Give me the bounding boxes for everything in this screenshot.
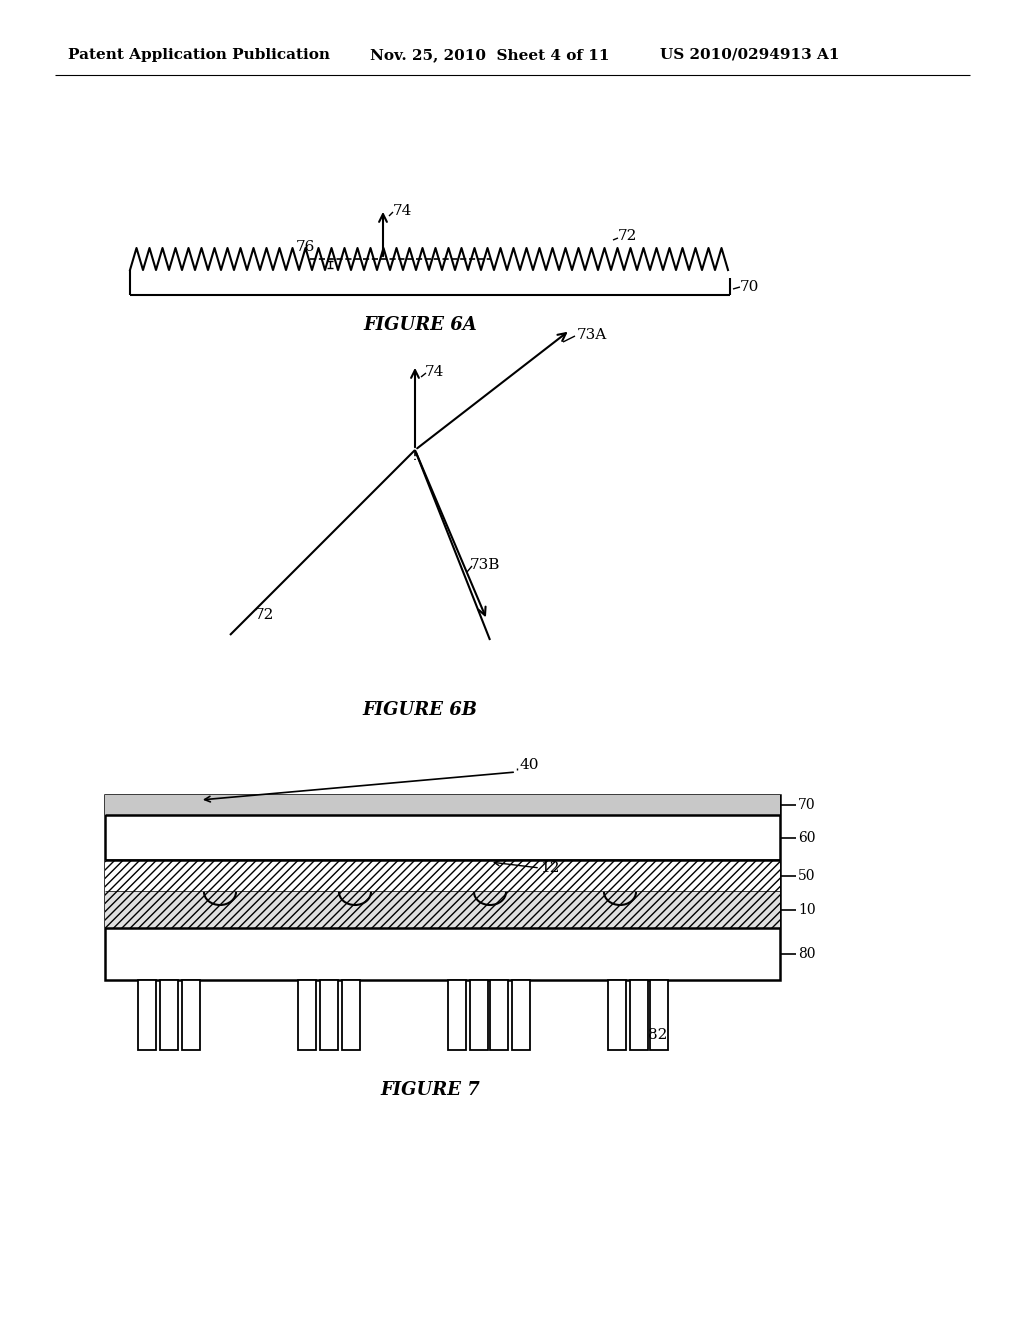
Bar [650,979,668,1049]
Text: 73B: 73B [470,558,501,572]
Bar [105,795,780,979]
Text: 82: 82 [648,1028,668,1041]
Bar [630,979,648,1049]
Text: 70: 70 [798,799,816,812]
Text: 73A: 73A [577,327,607,342]
Bar [138,979,156,1049]
Text: FIGURE 6A: FIGURE 6A [364,315,477,334]
Text: 70: 70 [740,280,760,294]
Bar [105,795,780,814]
Text: Nov. 25, 2010  Sheet 4 of 11: Nov. 25, 2010 Sheet 4 of 11 [370,48,609,62]
Text: 10: 10 [798,903,816,917]
Text: 50: 50 [798,869,815,883]
Text: 74: 74 [425,366,444,379]
Text: FIGURE 6B: FIGURE 6B [362,701,477,719]
Bar [105,892,780,928]
Text: 72: 72 [618,228,637,243]
Bar [160,979,178,1049]
Text: US 2010/0294913 A1: US 2010/0294913 A1 [660,48,840,62]
Text: Patent Application Publication: Patent Application Publication [68,48,330,62]
Text: 74: 74 [393,205,413,218]
Text: 72: 72 [255,609,274,622]
Text: 60: 60 [798,830,815,845]
Bar [470,979,488,1049]
Text: 80: 80 [798,946,815,961]
Bar [608,979,626,1049]
Bar [512,979,530,1049]
Bar [182,979,200,1049]
Bar [105,861,780,892]
Bar [342,979,360,1049]
Text: FIGURE 7: FIGURE 7 [380,1081,480,1100]
Text: 76: 76 [295,240,314,253]
Bar [490,979,508,1049]
Bar [449,979,466,1049]
Text: 40: 40 [520,758,540,772]
Bar [319,979,338,1049]
Text: 12: 12 [540,861,559,875]
Bar [298,979,316,1049]
